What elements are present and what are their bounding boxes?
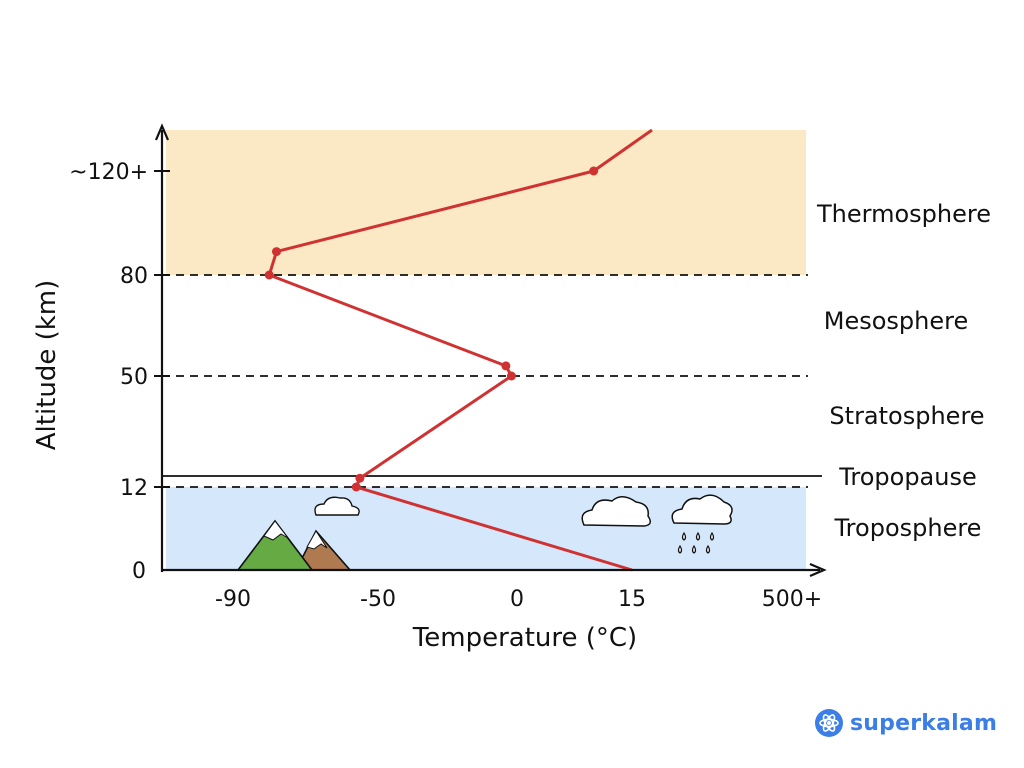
- profile-point: [589, 166, 599, 176]
- y-tick-label: 12: [120, 476, 148, 501]
- profile-point: [501, 361, 511, 371]
- x-tick-label: -50: [360, 587, 396, 612]
- x-axis-title: Temperature (°C): [412, 623, 637, 653]
- y-tick-label: 80: [120, 264, 148, 289]
- y-axis-title: Altitude (km): [32, 280, 62, 451]
- temperature-profile-points: [264, 166, 599, 492]
- layer-label-troposphere: Troposphere: [834, 514, 982, 542]
- thermosphere-band: [166, 130, 806, 275]
- layer-label-mesosphere: Mesosphere: [824, 307, 968, 335]
- raindrops-icon: [677, 531, 715, 554]
- cloud-large: [581, 496, 651, 527]
- y-axis-ticks: [154, 170, 170, 488]
- rain-cloud: [671, 494, 733, 554]
- brand-logo: superkalam: [814, 708, 997, 738]
- y-tick-label: 0: [132, 559, 146, 584]
- profile-point: [272, 247, 281, 257]
- profile-point: [506, 371, 516, 381]
- layer-label-stratosphere: Stratosphere: [829, 402, 984, 430]
- layer-label-thermosphere: Thermosphere: [816, 200, 991, 228]
- layer-boundaries: [162, 274, 822, 488]
- mountain-green-snow: [263, 520, 289, 541]
- y-tick-label: ~120+: [69, 160, 148, 185]
- x-tick-label: -90: [215, 587, 251, 612]
- axes: [154, 123, 827, 578]
- cloud-large-icon: [581, 496, 651, 527]
- x-tick-label: 500+: [762, 587, 822, 612]
- x-axis-arrow-icon: [809, 562, 827, 578]
- y-axis-arrow-icon: [154, 123, 170, 141]
- x-tick-label: 15: [618, 587, 646, 612]
- atom-logo-icon: [815, 709, 843, 737]
- mountain-brown-snow: [306, 530, 328, 550]
- y-tick-label: 50: [120, 365, 148, 390]
- layer-label-tropopause: Tropopause: [838, 463, 977, 491]
- cloud-small: [314, 496, 360, 516]
- profile-point: [264, 270, 274, 280]
- brand-name: superkalam: [850, 710, 998, 736]
- rain-cloud-icon: [671, 494, 733, 525]
- mountains-illustration: [236, 519, 352, 571]
- profile-point: [351, 482, 361, 492]
- profile-point: [355, 473, 365, 483]
- cloud-small-icon: [314, 496, 360, 516]
- x-tick-label: 0: [510, 587, 524, 612]
